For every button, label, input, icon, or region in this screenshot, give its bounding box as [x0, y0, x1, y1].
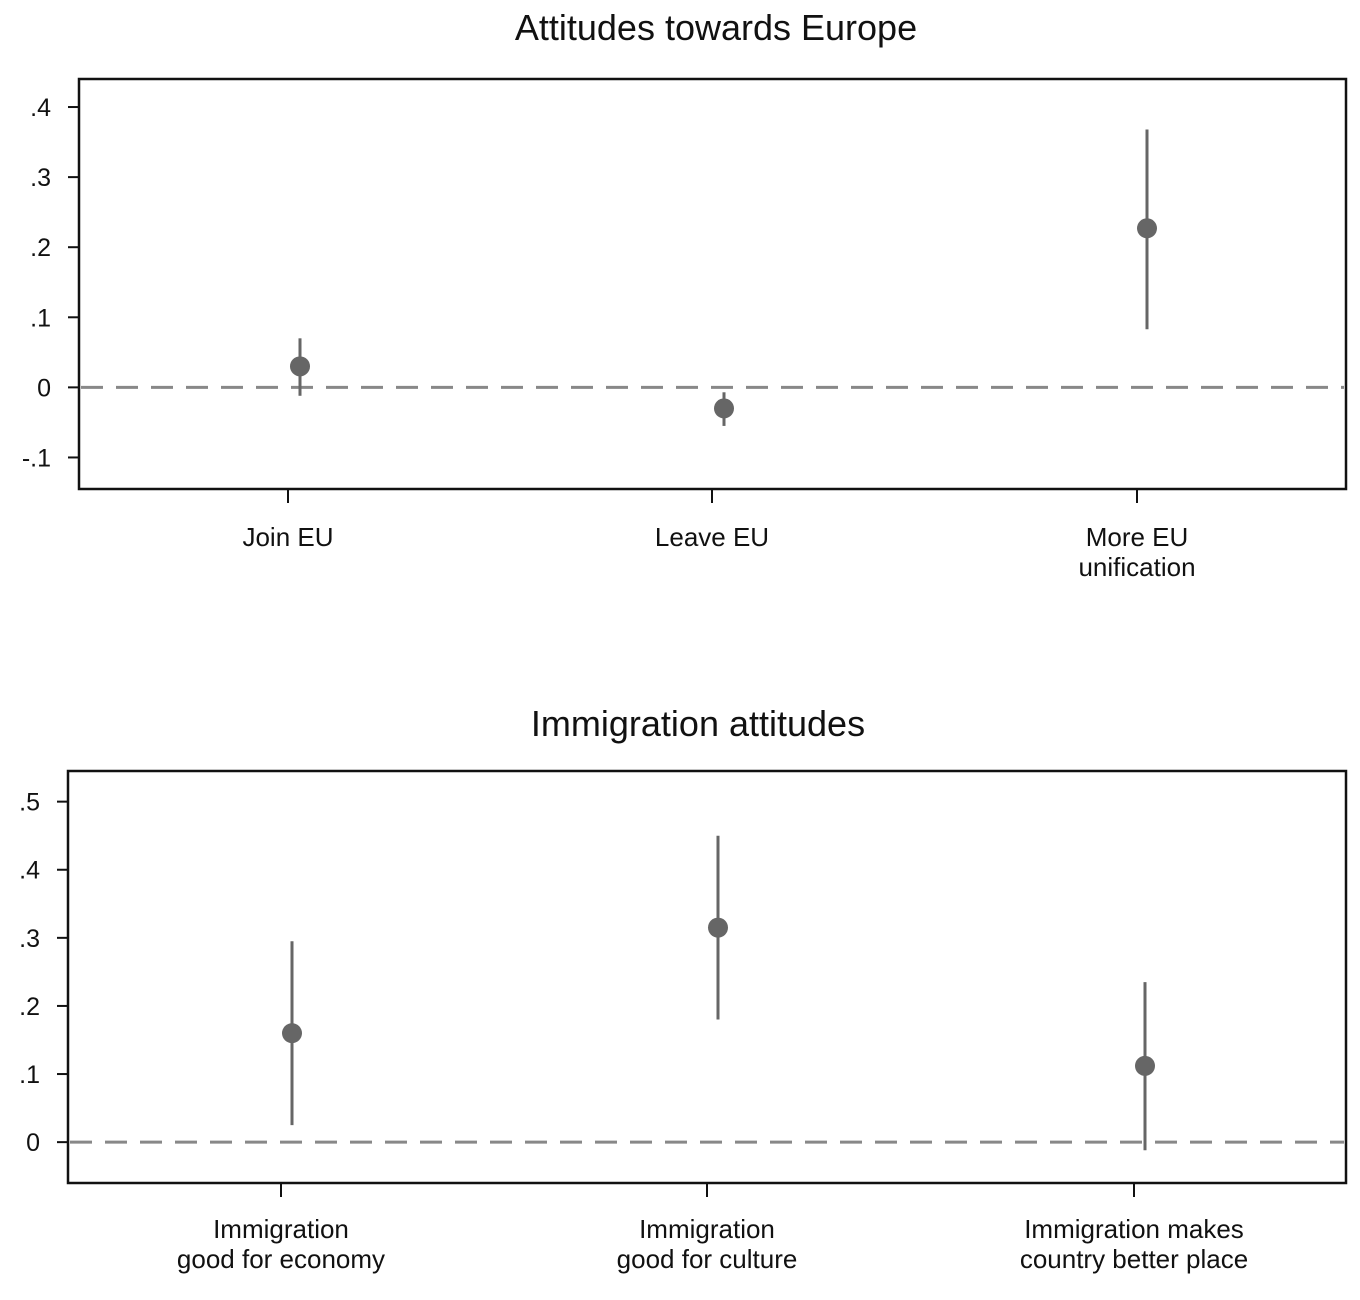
y-tick-label: 0: [26, 1129, 40, 1157]
y-tick-label: -.1: [22, 444, 51, 472]
y-tick-label: 0: [37, 374, 51, 402]
x-category-label: More EU unification: [1078, 522, 1195, 582]
plot-frame: [77, 77, 1348, 491]
x-category-label: Immigration good for culture: [617, 1214, 798, 1274]
y-tick-label: .2: [19, 993, 40, 1021]
point-estimate: [714, 398, 734, 419]
point-estimate: [290, 356, 310, 377]
y-tick-label: .2: [30, 234, 51, 262]
y-tick-label: .3: [19, 925, 40, 953]
chart-title: Immigration attitudes: [531, 703, 865, 744]
y-tick-label: .1: [19, 1061, 40, 1089]
point-estimate: [282, 1023, 302, 1044]
point-estimate: [1137, 218, 1157, 239]
point-estimate: [1135, 1055, 1155, 1076]
point-estimate: [708, 917, 728, 938]
y-tick-label: .4: [30, 94, 51, 122]
plot-frame: [66, 769, 1348, 1185]
y-tick-label: .4: [19, 857, 40, 885]
x-category-label: Leave EU: [655, 522, 769, 552]
x-category-label: Immigration makes country better place: [1020, 1214, 1248, 1274]
panel-1: Attitudes towards Europe -.1 0 .1 .2 .3 .4 Join…: [22, 7, 1348, 582]
y-tick-label: .3: [30, 164, 51, 192]
panel-2: Immigration attitudes 0 .1 .2 .3 .4 .5 Immigrat…: [19, 703, 1348, 1274]
y-tick-label: .1: [30, 304, 51, 332]
x-category-label: Join EU: [242, 522, 333, 552]
y-tick-label: .5: [19, 789, 40, 817]
x-category-label: Immigration good for economy: [177, 1214, 385, 1274]
chart-title: Attitudes towards Europe: [515, 7, 917, 48]
